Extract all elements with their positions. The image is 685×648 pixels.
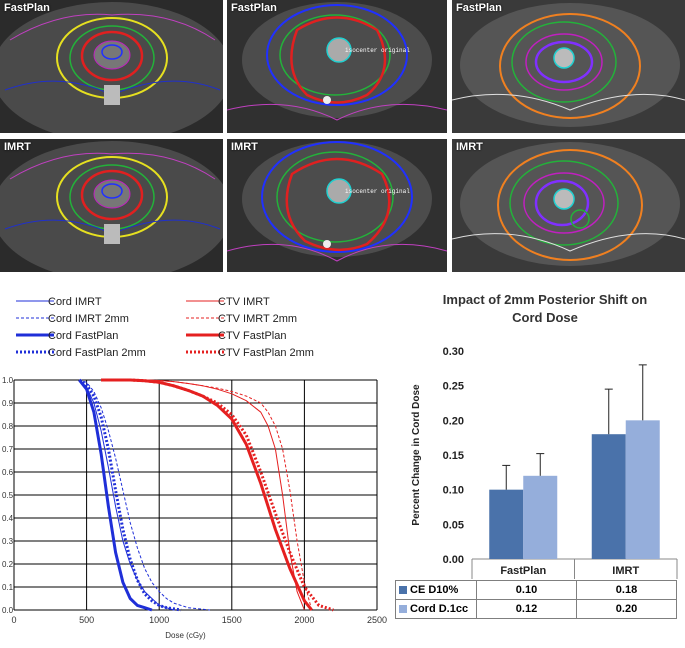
panel-label: FastPlan [456, 2, 502, 14]
legend-label: CE D10% [410, 584, 459, 596]
x-tick-label: 500 [79, 615, 94, 625]
legend-swatch-ce [399, 586, 407, 595]
y-tick-label: 0.3 [2, 537, 14, 546]
chart-title: Cord Dose [512, 310, 578, 325]
table-cell: 0.20 [576, 599, 677, 619]
legend-label: CTV FastPlan [218, 330, 286, 342]
panel-label: FastPlan [4, 2, 50, 14]
y-tick-label: 0.4 [2, 514, 14, 523]
x-tick-label: 2000 [294, 615, 314, 625]
bar [523, 475, 558, 559]
y-tick-label: 0.10 [443, 485, 464, 497]
ct-panel-fastplan-sagittal: FastPlan isocenter original [227, 0, 447, 133]
series-line [101, 379, 313, 611]
panel-label: IMRT [456, 141, 483, 153]
legend-label: Cord FastPlan [48, 330, 118, 342]
x-tick-label: 2500 [367, 615, 387, 625]
legend-label: Cord IMRT [48, 296, 102, 308]
x-axis-label: Dose (cGy) [165, 631, 206, 640]
legend-label: Cord D.1cc [410, 603, 469, 615]
legend-label: Cord IMRT 2mm [48, 313, 129, 325]
ct-panel-imrt-axial: IMRT [0, 139, 223, 272]
dvh-chart: 0.0 0.1 0.2 0.3 0.4 0.5 0.6 0.7 0.8 0.9 1.0 0 500 100… [2, 296, 387, 640]
cord-dose-bar-chart: Impact of 2mm Posterior Shift on Cord Dos… [411, 292, 678, 579]
x-tick-label: 1500 [222, 615, 242, 625]
y-tick-label: 0.9 [2, 399, 14, 408]
y-tick-label: 0.25 [443, 381, 464, 393]
table-cell: 0.12 [476, 599, 577, 619]
x-tick-label: 0 [11, 615, 16, 625]
ct-panel-fastplan-axial: FastPlan [0, 0, 223, 133]
ct-panel-imrt-sagittal: IMRT isocenter original [227, 139, 447, 272]
x-tick-label: 1000 [149, 615, 169, 625]
isocenter-label: isocenter original [345, 188, 410, 195]
y-axis-label: Percent Change in Cord Dose [411, 384, 422, 526]
y-tick-label: 0.5 [2, 491, 14, 500]
y-tick-label: 0.0 [2, 606, 14, 615]
y-tick-label: 0.20 [443, 415, 464, 427]
table-cell: 0.18 [576, 580, 677, 600]
y-tick-label: 0.1 [2, 583, 14, 592]
ct-panel-fastplan-coronal: FastPlan [452, 0, 685, 133]
table-row: Cord D.1cc 0.12 0.20 [395, 599, 677, 619]
legend-swatch-cord [399, 605, 407, 614]
series-line [78, 379, 174, 611]
ct-image [452, 139, 685, 272]
chart-title: Impact of 2mm Posterior Shift on [443, 292, 647, 307]
y-tick-label: 0.2 [2, 560, 14, 569]
isocenter-label: isocenter original [345, 47, 410, 54]
legend-label: CTV FastPlan 2mm [218, 347, 314, 359]
series-line [79, 379, 211, 611]
series-line [78, 379, 153, 612]
y-tick-label: 0.15 [443, 450, 464, 462]
bar [591, 434, 626, 559]
y-tick-label: 0.30 [443, 346, 464, 358]
bar [625, 420, 660, 559]
ct-image [227, 0, 447, 133]
table-cell: 0.10 [476, 580, 577, 600]
panel-label: IMRT [4, 141, 31, 153]
ct-image [452, 0, 685, 133]
table-row-header: Cord D.1cc [395, 599, 477, 619]
bar [489, 489, 524, 559]
series-line [101, 378, 334, 612]
ct-image [0, 0, 223, 133]
category-label: FastPlan [500, 565, 546, 577]
legend-label: CTV IMRT 2mm [218, 313, 297, 325]
y-tick-label: 0.05 [443, 519, 464, 531]
y-tick-label: 0.00 [443, 554, 464, 566]
y-tick-label: 0.8 [2, 422, 14, 431]
ct-image [227, 139, 447, 272]
panel-label: FastPlan [231, 2, 277, 14]
legend-label: CTV IMRT [218, 296, 270, 308]
legend-label: Cord FastPlan 2mm [48, 347, 146, 359]
category-label: IMRT [612, 565, 639, 577]
ct-panel-imrt-coronal: IMRT [452, 139, 685, 272]
table-row-header: CE D10% [395, 580, 477, 600]
panel-label: IMRT [231, 141, 258, 153]
y-tick-label: 0.6 [2, 468, 14, 477]
bar-data-table: CE D10% 0.10 0.18 Cord D.1cc 0.12 0.20 [395, 580, 677, 619]
ct-image [0, 139, 223, 272]
y-tick-label: 1.0 [2, 376, 14, 385]
y-tick-label: 0.7 [2, 445, 14, 454]
table-row: CE D10% 0.10 0.18 [395, 580, 677, 600]
series-line [78, 378, 182, 612]
